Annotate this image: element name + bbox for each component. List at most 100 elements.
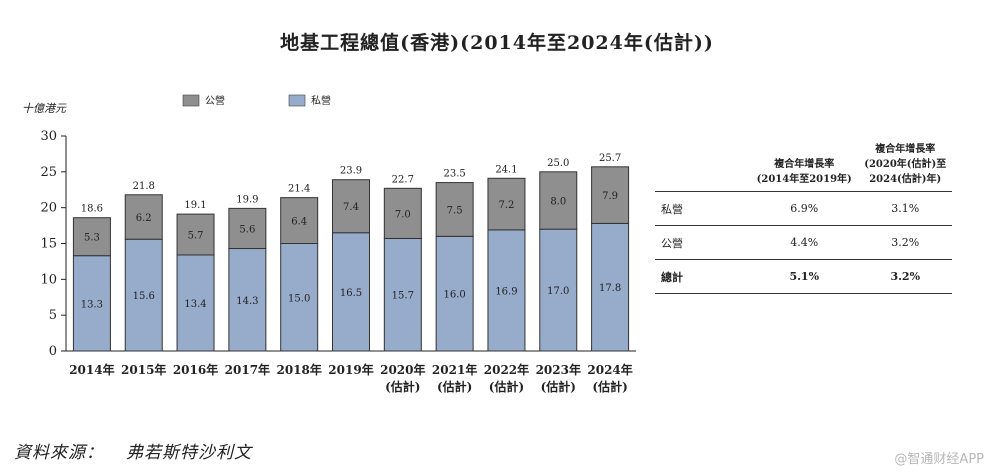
y-tick-label: 25 bbox=[40, 165, 57, 180]
data-label-total: 25.7 bbox=[599, 153, 621, 164]
y-tick-label: 10 bbox=[40, 272, 57, 287]
bar-private bbox=[124, 238, 163, 352]
data-label-total: 19.9 bbox=[236, 194, 258, 205]
x-tick-label: 2015年 bbox=[121, 362, 166, 377]
chart-title: 地基工程總值(香港)(2014年至2024年(估計)) bbox=[280, 32, 714, 54]
bar-private bbox=[280, 243, 319, 352]
x-tick-label: 2024年 bbox=[587, 362, 632, 377]
table-row: 公營 4.4% 3.2% bbox=[655, 225, 952, 260]
y-tick-label: 20 bbox=[40, 201, 57, 216]
data-label-total: 25.0 bbox=[547, 158, 569, 169]
cagr-header-blank bbox=[655, 142, 750, 192]
y-tick-label: 0 bbox=[49, 344, 57, 359]
legend-label: 公營 bbox=[205, 94, 225, 107]
data-label-private: 17.0 bbox=[547, 286, 569, 297]
bar-public bbox=[280, 197, 319, 244]
cagr-table-header: 複合年增長率 (2014年至2019年) 複合年增長率 (2020年(估計)至 … bbox=[655, 142, 952, 192]
data-label-private: 15.7 bbox=[392, 291, 414, 302]
x-tick-label: 2017年 bbox=[225, 362, 270, 377]
data-label-total: 23.5 bbox=[444, 169, 466, 180]
bar-public bbox=[435, 182, 474, 237]
cagr-header-2020-2024: 複合年增長率 (2020年(估計)至 2024(估計)年) bbox=[864, 144, 947, 185]
data-label-total: 21.4 bbox=[288, 184, 310, 195]
legend-swatch bbox=[288, 94, 306, 107]
bar-public bbox=[383, 187, 422, 239]
source-text: 弗若斯特沙利文 bbox=[126, 443, 252, 463]
x-tick-label: (估計) bbox=[437, 379, 472, 394]
x-tick-label: 2021年 bbox=[432, 362, 477, 377]
x-tick-label: 2019年 bbox=[328, 362, 373, 377]
bar-private bbox=[176, 254, 215, 352]
legend-swatch bbox=[182, 94, 200, 107]
cagr-table: 複合年增長率 (2014年至2019年) 複合年增長率 (2020年(估計)至 … bbox=[655, 142, 952, 294]
x-tick-label: (估計) bbox=[541, 379, 576, 394]
data-label-public: 6.4 bbox=[291, 217, 307, 228]
bar-private bbox=[539, 228, 578, 352]
data-label-public: 7.5 bbox=[447, 205, 463, 216]
bar-private bbox=[332, 232, 370, 352]
bar-public bbox=[124, 194, 163, 240]
private-cagr-2020-2024: 3.1% bbox=[858, 191, 952, 226]
data-label-private: 16.0 bbox=[444, 290, 466, 301]
source-label: 資料來源： bbox=[14, 443, 104, 463]
bar-private bbox=[72, 255, 111, 352]
x-tick-label: (估計) bbox=[592, 379, 627, 394]
x-tick-label: (估計) bbox=[489, 379, 524, 394]
data-label-public: 5.3 bbox=[84, 233, 100, 244]
row-label-public: 公營 bbox=[655, 225, 750, 260]
bar-private bbox=[591, 222, 630, 352]
data-label-public: 7.2 bbox=[499, 200, 515, 211]
data-label-public: 7.4 bbox=[343, 202, 359, 213]
bar-private bbox=[228, 248, 267, 352]
source-note: 資料來源： 弗若斯特沙利文 bbox=[14, 438, 274, 463]
table-row: 總計 5.1% 3.2% bbox=[655, 259, 952, 294]
data-label-public: 7.9 bbox=[602, 191, 618, 202]
watermark: @智通财经APP bbox=[894, 452, 984, 467]
data-label-private: 13.4 bbox=[184, 299, 206, 310]
bar-public bbox=[332, 179, 370, 234]
y-axis-label: 十億港元 bbox=[22, 102, 67, 115]
data-label-public: 7.0 bbox=[395, 209, 411, 220]
bar-public bbox=[72, 217, 111, 257]
public-cagr-2014-2019: 4.4% bbox=[750, 225, 859, 260]
bar-private bbox=[487, 229, 526, 352]
data-label-total: 21.8 bbox=[133, 181, 155, 192]
total-cagr-2020-2024: 3.2% bbox=[858, 259, 952, 294]
bar-private bbox=[383, 237, 422, 352]
data-label-total: 24.1 bbox=[495, 164, 517, 175]
data-label-public: 8.0 bbox=[550, 197, 566, 208]
data-label-private: 13.3 bbox=[81, 299, 103, 310]
x-tick-label: 2020年 bbox=[380, 362, 425, 377]
public-cagr-2020-2024: 3.2% bbox=[858, 225, 952, 260]
total-cagr-2014-2019: 5.1% bbox=[750, 259, 859, 294]
bar-private bbox=[435, 235, 474, 352]
bar-public bbox=[539, 171, 578, 230]
row-label-private: 私營 bbox=[655, 191, 750, 226]
bar-public bbox=[487, 177, 526, 231]
data-label-public: 6.2 bbox=[136, 213, 152, 224]
legend-label: 私營 bbox=[311, 94, 331, 107]
row-label-total: 總計 bbox=[655, 259, 750, 294]
data-label-private: 16.9 bbox=[495, 286, 517, 297]
y-tick-label: 5 bbox=[49, 308, 57, 323]
x-tick-label: 2014年 bbox=[69, 362, 114, 377]
bar-public bbox=[591, 166, 630, 224]
data-label-public: 5.6 bbox=[239, 224, 255, 235]
y-tick-label: 15 bbox=[40, 237, 57, 252]
data-label-total: 23.9 bbox=[340, 166, 362, 177]
private-cagr-2014-2019: 6.9% bbox=[750, 191, 859, 226]
y-tick-label: 30 bbox=[40, 129, 57, 144]
data-label-private: 16.5 bbox=[340, 288, 362, 299]
data-label-private: 17.8 bbox=[599, 283, 621, 294]
x-tick-label: 2016年 bbox=[173, 362, 218, 377]
data-label-total: 18.6 bbox=[81, 204, 103, 215]
data-label-private: 15.6 bbox=[133, 291, 155, 302]
table-row: 私營 6.9% 3.1% bbox=[655, 191, 952, 226]
x-tick-label: 2018年 bbox=[276, 362, 321, 377]
data-label-public: 5.7 bbox=[188, 231, 204, 242]
bar-public bbox=[176, 213, 215, 256]
x-tick-label: 2022年 bbox=[484, 362, 529, 377]
data-label-private: 15.0 bbox=[288, 293, 310, 304]
cagr-header-2014-2019: 複合年增長率 (2014年至2019年) bbox=[756, 159, 852, 185]
